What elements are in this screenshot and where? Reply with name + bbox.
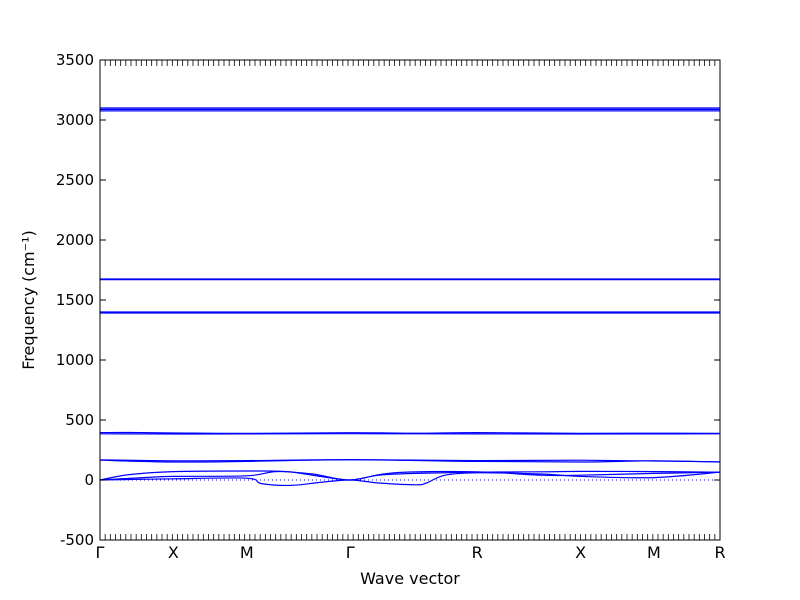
- y-tick-label: 2500: [56, 171, 94, 189]
- x-tick-label: M: [240, 543, 254, 562]
- band-series-group: [99, 107, 721, 487]
- y-tick-label: 1500: [56, 291, 94, 309]
- x-axis-label: Wave vector: [360, 569, 460, 588]
- y-tick-label: 2000: [56, 231, 94, 249]
- y-tick-label: -500: [60, 531, 94, 549]
- y-tick-label: 3000: [56, 111, 94, 129]
- x-tick-label: Γ: [346, 543, 355, 562]
- y-tick-label: 500: [65, 411, 94, 429]
- y-axis-ticks: -500 0 500 1000 1500 2000 2500 3000 3500: [56, 51, 720, 549]
- band-line-14: [99, 471, 721, 487]
- band-line-11: [99, 459, 721, 463]
- plot-background: [100, 60, 720, 540]
- plot-frame: [99, 59, 721, 541]
- y-tick-label: 3500: [56, 51, 94, 69]
- band-line-8: [99, 431, 721, 435]
- y-tick-label: 0: [84, 471, 94, 489]
- x-tick-label: Γ: [96, 543, 105, 562]
- x-tick-label: X: [168, 543, 179, 562]
- y-axis-label: Frequency (cm⁻¹): [19, 230, 38, 369]
- x-tick-label: R: [714, 543, 725, 562]
- y-tick-label: 1000: [56, 351, 94, 369]
- x-tick-label: M: [647, 543, 661, 562]
- x-tick-label: X: [575, 543, 586, 562]
- x-tick-label: R: [472, 543, 483, 562]
